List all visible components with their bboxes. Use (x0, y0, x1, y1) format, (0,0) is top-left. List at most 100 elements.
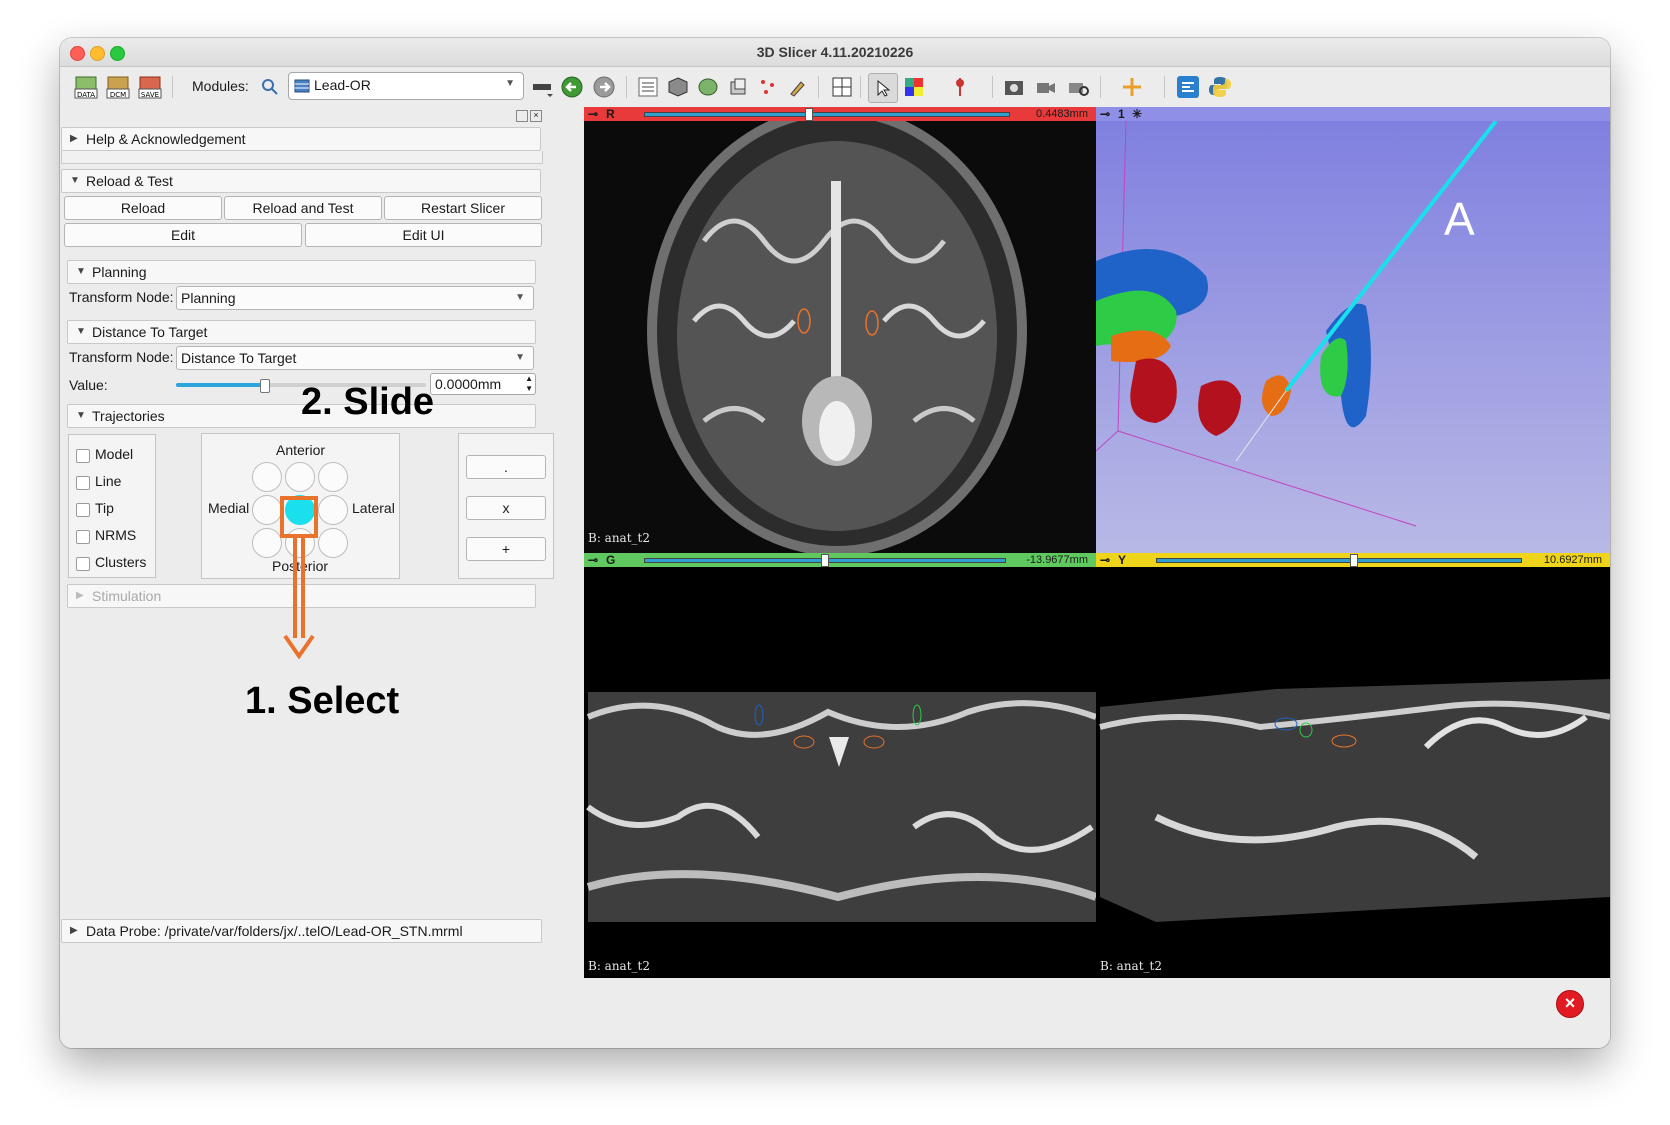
view-pin-icon[interactable]: ⊸ (588, 553, 599, 567)
error-log-icon[interactable]: × (1556, 990, 1584, 1018)
layout-icon[interactable] (828, 73, 856, 101)
trajectory-medial[interactable] (252, 495, 282, 525)
markups-module-icon[interactable] (754, 73, 782, 101)
clusters-checkbox[interactable] (76, 557, 90, 571)
planning-transform-combo[interactable]: Planning ▼ (176, 286, 534, 310)
models-module-icon[interactable] (694, 73, 722, 101)
segment-editor-icon[interactable] (784, 73, 812, 101)
trajectory-posterior-lateral[interactable] (318, 528, 348, 558)
expanded-arrow-icon: ▼ (76, 266, 86, 277)
zoom-window-button[interactable] (110, 46, 125, 61)
forward-arrow-icon[interactable] (590, 73, 618, 101)
reload-test-section-header[interactable]: ▼ Reload & Test (61, 169, 541, 193)
stimulation-title: Stimulation (92, 588, 162, 604)
red-slice-slider[interactable] (644, 112, 1010, 117)
edit-ui-button[interactable]: Edit UI (305, 223, 542, 247)
edit-button[interactable]: Edit (64, 223, 302, 247)
undock-icon[interactable] (516, 110, 528, 122)
lateral-label: Lateral (352, 500, 395, 516)
threed-view[interactable]: ⊸ 1 ✳ A (1096, 107, 1610, 553)
planning-section-header[interactable]: ▼ Planning (67, 260, 536, 284)
trajectory-posterior[interactable] (285, 528, 315, 558)
extensions-icon[interactable] (1174, 73, 1202, 101)
posterior-label: Posterior (272, 558, 329, 574)
toolbar-separator (626, 76, 627, 98)
model-checkbox-label: Model (95, 446, 134, 462)
view-pin-icon[interactable]: ⊸ (1100, 553, 1111, 567)
yellow-slider-handle[interactable] (1349, 554, 1358, 567)
yellow-slice-slider[interactable] (1156, 558, 1522, 563)
x-button[interactable]: x (466, 496, 546, 520)
place-fiducial-icon[interactable] (946, 73, 974, 101)
trajectory-anterior-medial[interactable] (252, 462, 282, 492)
view-options-icon[interactable]: ✳ (1132, 107, 1143, 121)
load-data-icon[interactable]: DATA (72, 73, 100, 101)
red-slice-view[interactable]: ⊸ R 0.4483mm B: anat_t2 (584, 107, 1096, 553)
tip-checkbox[interactable] (76, 503, 90, 517)
view-pin-icon[interactable]: ⊸ (588, 107, 599, 121)
python-console-icon[interactable] (1206, 73, 1234, 101)
distance-transform-combo[interactable]: Distance To Target ▼ (176, 346, 534, 370)
close-panel-icon[interactable]: × (530, 110, 542, 122)
distance-slider[interactable] (176, 377, 426, 393)
screenshot-icon[interactable] (1000, 73, 1028, 101)
trajectory-anterior[interactable] (285, 462, 315, 492)
slide-annotation: 2. Slide (301, 381, 435, 423)
save-icon[interactable]: SAVE (136, 73, 164, 101)
transforms-module-icon[interactable] (724, 73, 752, 101)
pointer-icon[interactable] (868, 73, 898, 103)
capture-icon[interactable] (1064, 73, 1092, 101)
back-arrow-icon[interactable] (558, 73, 586, 101)
green-slice-view[interactable]: ⊸ G -13.9677mm B: anat_t2 (584, 553, 1096, 978)
distance-transform-value: Distance To Target (181, 350, 297, 366)
distance-section-header[interactable]: ▼ Distance To Target (67, 320, 536, 344)
yellow-view-controller: ⊸ Y 10.6927mm (1096, 553, 1610, 567)
trajectory-center[interactable] (285, 495, 315, 525)
module-search-icon[interactable] (256, 73, 284, 101)
yellow-slice-view[interactable]: ⊸ Y 10.6927mm B: anat_t2 (1096, 553, 1610, 978)
minimize-window-button[interactable] (90, 46, 105, 61)
restart-slicer-button[interactable]: Restart Slicer (384, 196, 542, 220)
red-view-controller: ⊸ R 0.4483mm (584, 107, 1096, 121)
data-probe-section-header[interactable]: ▶ Data Probe: /private/var/folders/jx/..… (61, 919, 542, 943)
line-checkbox[interactable] (76, 476, 90, 490)
window-level-icon[interactable] (900, 73, 928, 101)
green-view-controller: ⊸ G -13.9677mm (584, 553, 1096, 567)
help-section-header[interactable]: ▶ Help & Acknowledgement (61, 127, 541, 151)
view-pin-icon[interactable]: ⊸ (1100, 107, 1111, 121)
red-slider-handle[interactable] (804, 108, 813, 121)
title-bar: 3D Slicer 4.11.20210226 (60, 38, 1610, 67)
threed-view-label: 1 (1118, 107, 1125, 121)
model-checkbox[interactable] (76, 449, 90, 463)
module-history-icon[interactable] (528, 73, 556, 101)
green-slider-handle[interactable] (821, 554, 829, 567)
trajectory-grid: Anterior Medial Lateral Posterior (201, 433, 400, 579)
dot-button[interactable]: . (466, 455, 546, 479)
data-module-icon[interactable] (634, 73, 662, 101)
dicom-icon[interactable]: DCM (104, 73, 132, 101)
volumes-module-icon[interactable] (664, 73, 692, 101)
close-window-button[interactable] (70, 46, 85, 61)
sagittal-mri-image (1099, 679, 1610, 922)
nrms-checkbox[interactable] (76, 530, 90, 544)
planning-title: Planning (92, 264, 147, 280)
trajectory-posterior-medial[interactable] (252, 528, 282, 558)
module-selector[interactable]: Lead-OR ▼ (288, 72, 524, 100)
trajectories-section-header[interactable]: ▼ Trajectories (67, 404, 536, 428)
spin-arrows-icon[interactable]: ▲ ▼ (525, 374, 533, 393)
scene-view-icon[interactable] (1032, 73, 1060, 101)
reload-button[interactable]: Reload (64, 196, 222, 220)
reload-and-test-button[interactable]: Reload and Test (224, 196, 382, 220)
crosshair-icon[interactable] (1118, 73, 1146, 101)
chevron-down-icon: ▼ (515, 352, 525, 363)
toolbar-separator (172, 76, 173, 98)
trajectory-lateral[interactable] (318, 495, 348, 525)
plus-button[interactable]: + (466, 537, 546, 561)
trajectory-anterior-lateral[interactable] (318, 462, 348, 492)
threed-scene (1096, 121, 1498, 527)
toolbar-separator (1164, 76, 1165, 98)
checkbox-group: Model Line Tip NRMS Clusters (68, 434, 156, 578)
data-text: DATA (77, 91, 95, 99)
slider-handle[interactable] (259, 379, 270, 393)
distance-value-spinbox[interactable]: 0.0000mm ▲ ▼ (430, 373, 536, 395)
